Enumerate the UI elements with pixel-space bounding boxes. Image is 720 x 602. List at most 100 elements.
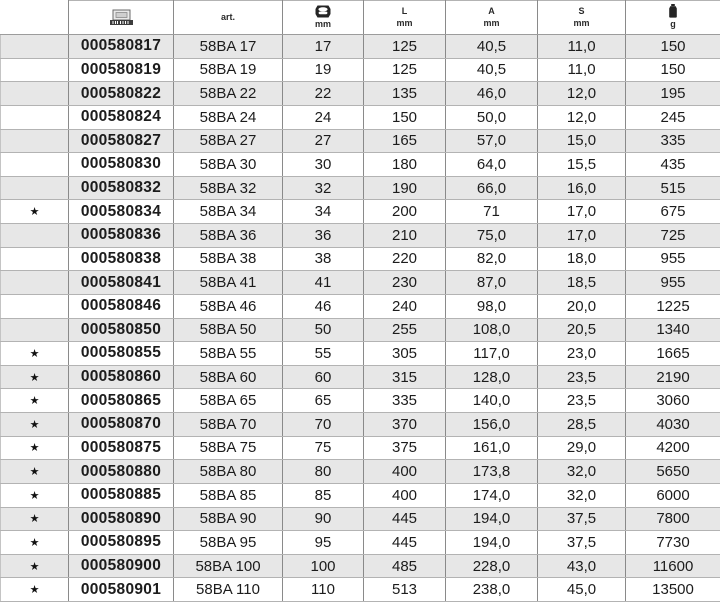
size-cell: 100: [282, 554, 364, 579]
size-cell: 32: [282, 176, 364, 201]
art-cell: 58BA 100: [173, 554, 283, 579]
a-cell: 66,0: [445, 176, 538, 201]
favorite-cell: [0, 270, 69, 295]
table-row: ★ 000580870 58BA 70 70 370 156,0 28,5 4030: [0, 412, 720, 437]
favorite-cell: [0, 223, 69, 248]
a-cell: 75,0: [445, 223, 538, 248]
art-cell: 58BA 32: [173, 176, 283, 201]
a-cell: 87,0: [445, 270, 538, 295]
size-cell: 17: [282, 34, 364, 59]
table-row: ★ 000580860 58BA 60 60 315 128,0 23,5 2190: [0, 365, 720, 390]
size-cell: 46: [282, 294, 364, 319]
s-cell: 32,0: [537, 459, 626, 484]
length-cell: 445: [363, 530, 446, 555]
table-row: ★ 000580901 58BA 110 110 513 238,0 45,0 13500: [0, 577, 720, 602]
s-cell: 18,0: [537, 247, 626, 272]
s-cell: 20,5: [537, 318, 626, 343]
s-cell: 11,0: [537, 34, 626, 59]
s-cell: 28,5: [537, 412, 626, 437]
s-cell: 16,0: [537, 176, 626, 201]
table-row: ★ 000580885 58BA 85 85 400 174,0 32,0 6000: [0, 483, 720, 508]
art-cell: 58BA 41: [173, 270, 283, 295]
length-cell: 255: [363, 318, 446, 343]
size-cell: 41: [282, 270, 364, 295]
col-header-art: art.: [173, 0, 283, 35]
a-cell: 238,0: [445, 577, 538, 602]
favorite-cell: [0, 105, 69, 130]
s-cell: 29,0: [537, 436, 626, 461]
length-cell: 315: [363, 365, 446, 390]
a-cell: 140,0: [445, 388, 538, 413]
art-cell: 58BA 24: [173, 105, 283, 130]
favorite-cell: [0, 152, 69, 177]
art-cell: 58BA 17: [173, 34, 283, 59]
ean-cell: 000580838: [68, 247, 174, 272]
length-cell: 305: [363, 341, 446, 366]
a-cell: 161,0: [445, 436, 538, 461]
favorite-cell: ★: [0, 388, 69, 413]
ean-cell: 000580817: [68, 34, 174, 59]
s-cell: 37,5: [537, 530, 626, 555]
length-cell: 125: [363, 58, 446, 83]
art-cell: 58BA 90: [173, 507, 283, 532]
a-cell: 194,0: [445, 507, 538, 532]
s-cell: 18,5: [537, 270, 626, 295]
weight-cell: 4030: [625, 412, 720, 437]
size-cell: 38: [282, 247, 364, 272]
weight-cell: 11600: [625, 554, 720, 579]
length-cell: 165: [363, 129, 446, 154]
col-header-size: mm: [282, 0, 364, 35]
art-cell: 58BA 50: [173, 318, 283, 343]
a-cell: 98,0: [445, 294, 538, 319]
size-cell: 27: [282, 129, 364, 154]
table-row: 000580832 58BA 32 32 190 66,0 16,0 515: [0, 176, 720, 201]
length-cell: 200: [363, 199, 446, 224]
weight-cell: 515: [625, 176, 720, 201]
favorite-cell: ★: [0, 507, 69, 532]
ean-cell: 000580895: [68, 530, 174, 555]
art-cell: 58BA 65: [173, 388, 283, 413]
ean-cell: 000580901: [68, 577, 174, 602]
weight-cell: 2190: [625, 365, 720, 390]
size-cell: 34: [282, 199, 364, 224]
art-cell: 58BA 70: [173, 412, 283, 437]
weight-cell: 435: [625, 152, 720, 177]
table-row: ★ 000580880 58BA 80 80 400 173,8 32,0 5650: [0, 459, 720, 484]
a-unit-label: mm: [483, 17, 500, 28]
length-unit-label: mm: [396, 17, 413, 28]
a-cell: 228,0: [445, 554, 538, 579]
table-row: 000580830 58BA 30 30 180 64,0 15,5 435: [0, 152, 720, 177]
size-cell: 80: [282, 459, 364, 484]
weight-unit-label: g: [670, 19, 676, 30]
table-row: ★ 000580865 58BA 65 65 335 140,0 23,5 3060: [0, 388, 720, 413]
s-cell: 37,5: [537, 507, 626, 532]
weight-cell: 13500: [625, 577, 720, 602]
col-header-a: A mm: [445, 0, 538, 35]
a-label: A: [488, 5, 495, 16]
art-cell: 58BA 75: [173, 436, 283, 461]
s-cell: 20,0: [537, 294, 626, 319]
barcode-icon: [69, 9, 173, 26]
a-cell: 46,0: [445, 81, 538, 106]
a-cell: 57,0: [445, 129, 538, 154]
ean-cell: 000580900: [68, 554, 174, 579]
header-row: art. mm L mm A mm: [0, 0, 720, 35]
table-row: ★ 000580900 58BA 100 100 485 228,0 43,0 11600: [0, 554, 720, 579]
table-row: 000580827 58BA 27 27 165 57,0 15,0 335: [0, 129, 720, 154]
table-row: ★ 000580855 58BA 55 55 305 117,0 23,0 1665: [0, 341, 720, 366]
favorite-cell: [0, 294, 69, 319]
ean-cell: 000580841: [68, 270, 174, 295]
size-cell: 36: [282, 223, 364, 248]
favorite-cell: ★: [0, 365, 69, 390]
table-row: 000580841 58BA 41 41 230 87,0 18,5 955: [0, 270, 720, 295]
table-row: 000580822 58BA 22 22 135 46,0 12,0 195: [0, 81, 720, 106]
art-cell: 58BA 38: [173, 247, 283, 272]
a-cell: 50,0: [445, 105, 538, 130]
art-cell: 58BA 60: [173, 365, 283, 390]
art-cell: 58BA 55: [173, 341, 283, 366]
length-cell: 370: [363, 412, 446, 437]
weight-cell: 1665: [625, 341, 720, 366]
art-cell: 58BA 85: [173, 483, 283, 508]
size-cell: 24: [282, 105, 364, 130]
